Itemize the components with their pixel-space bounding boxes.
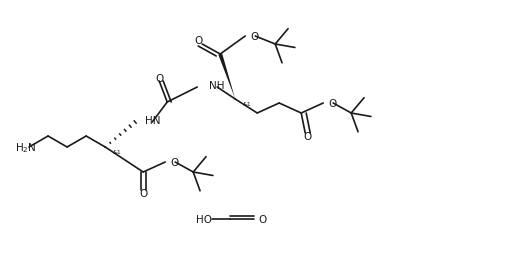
Polygon shape [218, 54, 235, 100]
Text: O: O [155, 74, 163, 84]
Text: H$_2$N: H$_2$N [15, 140, 36, 154]
Text: O: O [303, 132, 311, 141]
Text: NH: NH [209, 81, 225, 91]
Text: O: O [328, 99, 336, 108]
Text: O: O [258, 214, 266, 224]
Text: &1: &1 [242, 102, 251, 107]
Text: &1: &1 [112, 150, 121, 155]
Text: O: O [194, 36, 202, 46]
Text: O: O [139, 188, 147, 198]
Text: HO: HO [196, 214, 212, 224]
Text: O: O [170, 157, 179, 167]
Text: HN: HN [145, 116, 161, 125]
Text: O: O [250, 32, 259, 42]
